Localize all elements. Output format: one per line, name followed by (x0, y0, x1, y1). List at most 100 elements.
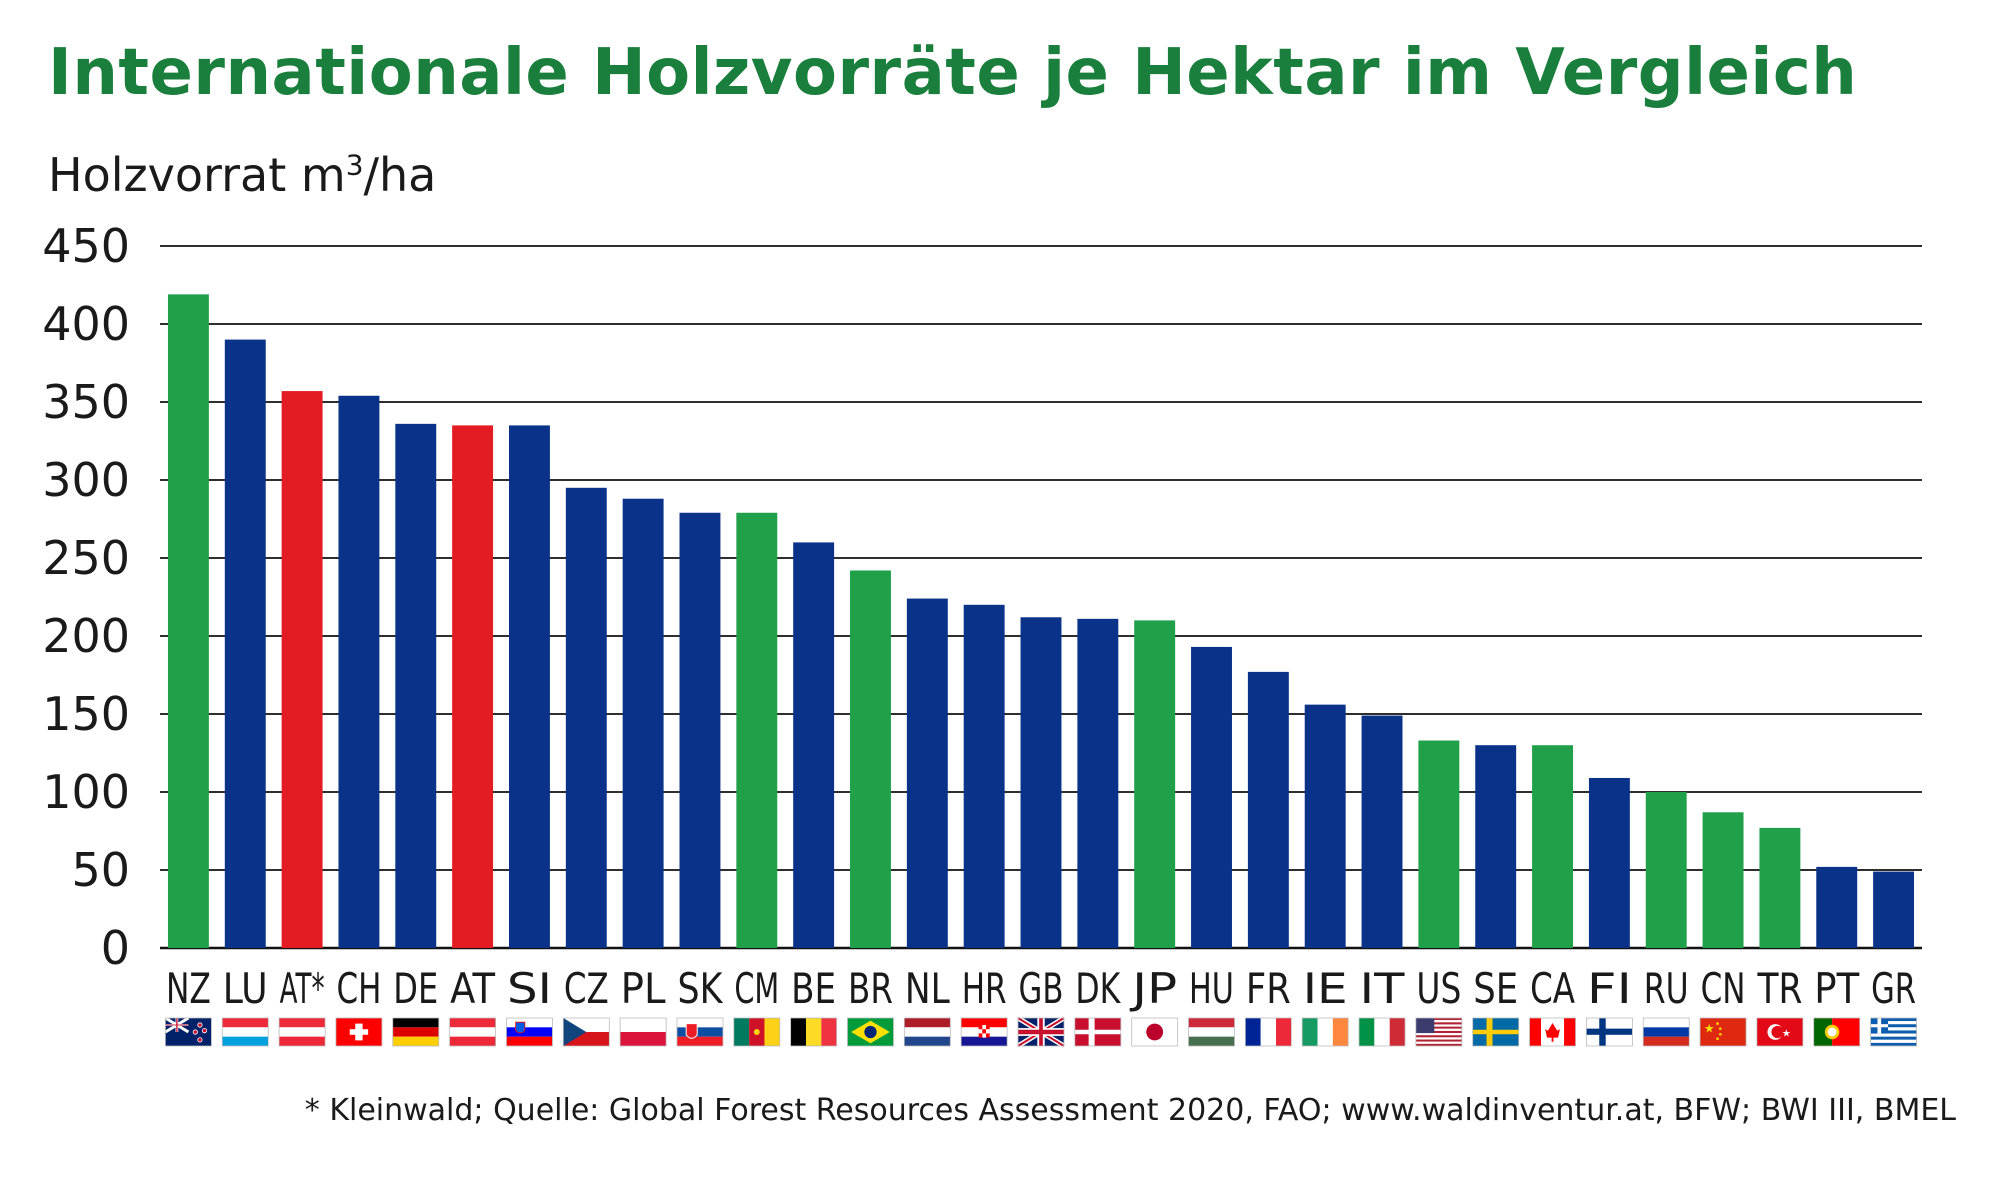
svg-text:★: ★ (1704, 1022, 1715, 1036)
flag-br-icon (847, 1017, 894, 1047)
bar-us (1418, 740, 1460, 948)
x-tick-label: HR (962, 964, 1007, 1013)
x-tick-label: CM (734, 964, 779, 1013)
bar-lu (224, 339, 266, 949)
bar-it (1361, 715, 1403, 948)
y-tick-label: 0 (101, 921, 130, 975)
x-tick-label: SI (507, 964, 552, 1013)
bar-cz (565, 487, 607, 948)
y-tick-label: 450 (42, 219, 130, 273)
flag-us-icon (1415, 1017, 1463, 1047)
x-tick-label: DK (1075, 964, 1121, 1013)
flag-tr-icon: ★ (1756, 1017, 1804, 1047)
x-tick-label: JP (1129, 964, 1177, 1013)
y-tick-label: 250 (42, 531, 130, 585)
x-tick-label: GR (1871, 964, 1916, 1013)
country-flags: ★ ★ (164, 1015, 1917, 1049)
flag-at-icon (278, 1017, 326, 1047)
bar-ch (338, 395, 380, 948)
y-axis-label: Holzvorrat m3/ha (48, 148, 437, 202)
x-tick-label: IT (1360, 964, 1405, 1013)
flag-it-icon (1358, 1017, 1406, 1047)
x-tick-label: CZ (564, 964, 609, 1013)
flag-hr-icon (960, 1017, 1008, 1047)
y-tick-label: 300 (42, 453, 130, 507)
x-tick-label: IE (1303, 964, 1348, 1013)
flag-jp-icon (1131, 1017, 1179, 1047)
bar-at-star (281, 391, 323, 949)
x-tick-label: PT (1814, 964, 1859, 1013)
flag-pl-icon (619, 1017, 667, 1047)
flag-cn-icon: ★ (1699, 1017, 1747, 1047)
bar-se (1475, 745, 1517, 948)
x-tick-label: FR (1246, 964, 1291, 1013)
flag-cz-icon (562, 1017, 610, 1047)
x-tick-label: SE (1473, 964, 1518, 1013)
bar-ca (1532, 745, 1574, 948)
bar-fi (1588, 777, 1630, 948)
x-tick-label: HU (1189, 964, 1234, 1013)
flag-dk-icon (1074, 1017, 1122, 1047)
x-tick-label: SK (678, 964, 724, 1013)
bar-gb (1020, 617, 1062, 948)
flag-nz-icon (164, 1016, 212, 1047)
flag-fi-icon (1585, 1017, 1633, 1047)
svg-text:★: ★ (1782, 1028, 1791, 1039)
flag-sk-icon (676, 1017, 724, 1047)
bar-cm (736, 512, 778, 948)
bar-hr (963, 604, 1005, 948)
flag-se-icon (1472, 1017, 1520, 1047)
x-tick-label: PL (621, 964, 666, 1013)
bar-nz (167, 294, 209, 948)
x-tick-label: LU (223, 964, 268, 1013)
x-tick-label: AT (450, 964, 495, 1013)
x-tick-label: NZ (166, 964, 211, 1013)
flag-lu-icon (221, 1017, 269, 1047)
bar-tr (1759, 827, 1801, 948)
x-tick-label: GB (1019, 964, 1064, 1013)
bar-pt (1816, 866, 1858, 948)
flag-de-icon (392, 1017, 440, 1047)
bar-fr (1247, 671, 1289, 948)
y-tick-label: 200 (42, 609, 130, 663)
flag-hu-icon (1188, 1017, 1235, 1047)
bar-hu (1191, 646, 1232, 948)
y-tick-label: 400 (42, 297, 130, 351)
x-tick-label: DE (393, 964, 438, 1013)
bar-sk (679, 512, 721, 948)
chart-title: Internationale Holzvorräte je Hektar im … (48, 36, 1858, 110)
x-tick-labels: NZ LU AT* CH DE AT SI CZ PL SK CM BE BR NL HR GB DK JP HU F… (166, 964, 1916, 1013)
bar-br (850, 570, 891, 948)
x-tick-label: US (1416, 964, 1461, 1013)
x-tick-label: NL (905, 964, 950, 1013)
flag-at-icon (449, 1017, 497, 1047)
x-tick-label: BE (791, 964, 836, 1013)
y-tick-label: 100 (42, 765, 130, 819)
bar-be (793, 542, 835, 948)
y-tick-label: 350 (42, 375, 130, 429)
bar-jp (1134, 620, 1176, 948)
bar-cn (1702, 812, 1744, 948)
y-tick-labels: 0 50 100 150 200 250 300 350 400 450 (42, 219, 130, 975)
bar-gr (1873, 871, 1915, 948)
bar-ie (1304, 704, 1346, 948)
x-tick-label: TR (1757, 964, 1803, 1013)
x-tick-label: BR (848, 964, 893, 1013)
flag-gr-icon (1870, 1017, 1917, 1047)
flag-si-icon (506, 1017, 553, 1047)
bar-pl (622, 498, 664, 948)
flag-cm-icon (733, 1017, 781, 1047)
x-tick-label: RU (1644, 964, 1689, 1013)
x-tick-label: CH (336, 964, 381, 1013)
flag-nl-icon (903, 1017, 951, 1047)
x-tick-label: FI (1587, 964, 1632, 1013)
flag-ca-icon (1529, 1017, 1576, 1047)
x-tick-label: CA (1530, 964, 1575, 1013)
bar-de (395, 423, 437, 949)
bar-at (452, 425, 494, 948)
bar-dk (1077, 618, 1119, 948)
footnote-source: * Kleinwald; Quelle: Global Forest Resou… (304, 1093, 1956, 1128)
flag-pt-icon (1813, 1017, 1861, 1047)
flag-be-icon (790, 1017, 838, 1047)
